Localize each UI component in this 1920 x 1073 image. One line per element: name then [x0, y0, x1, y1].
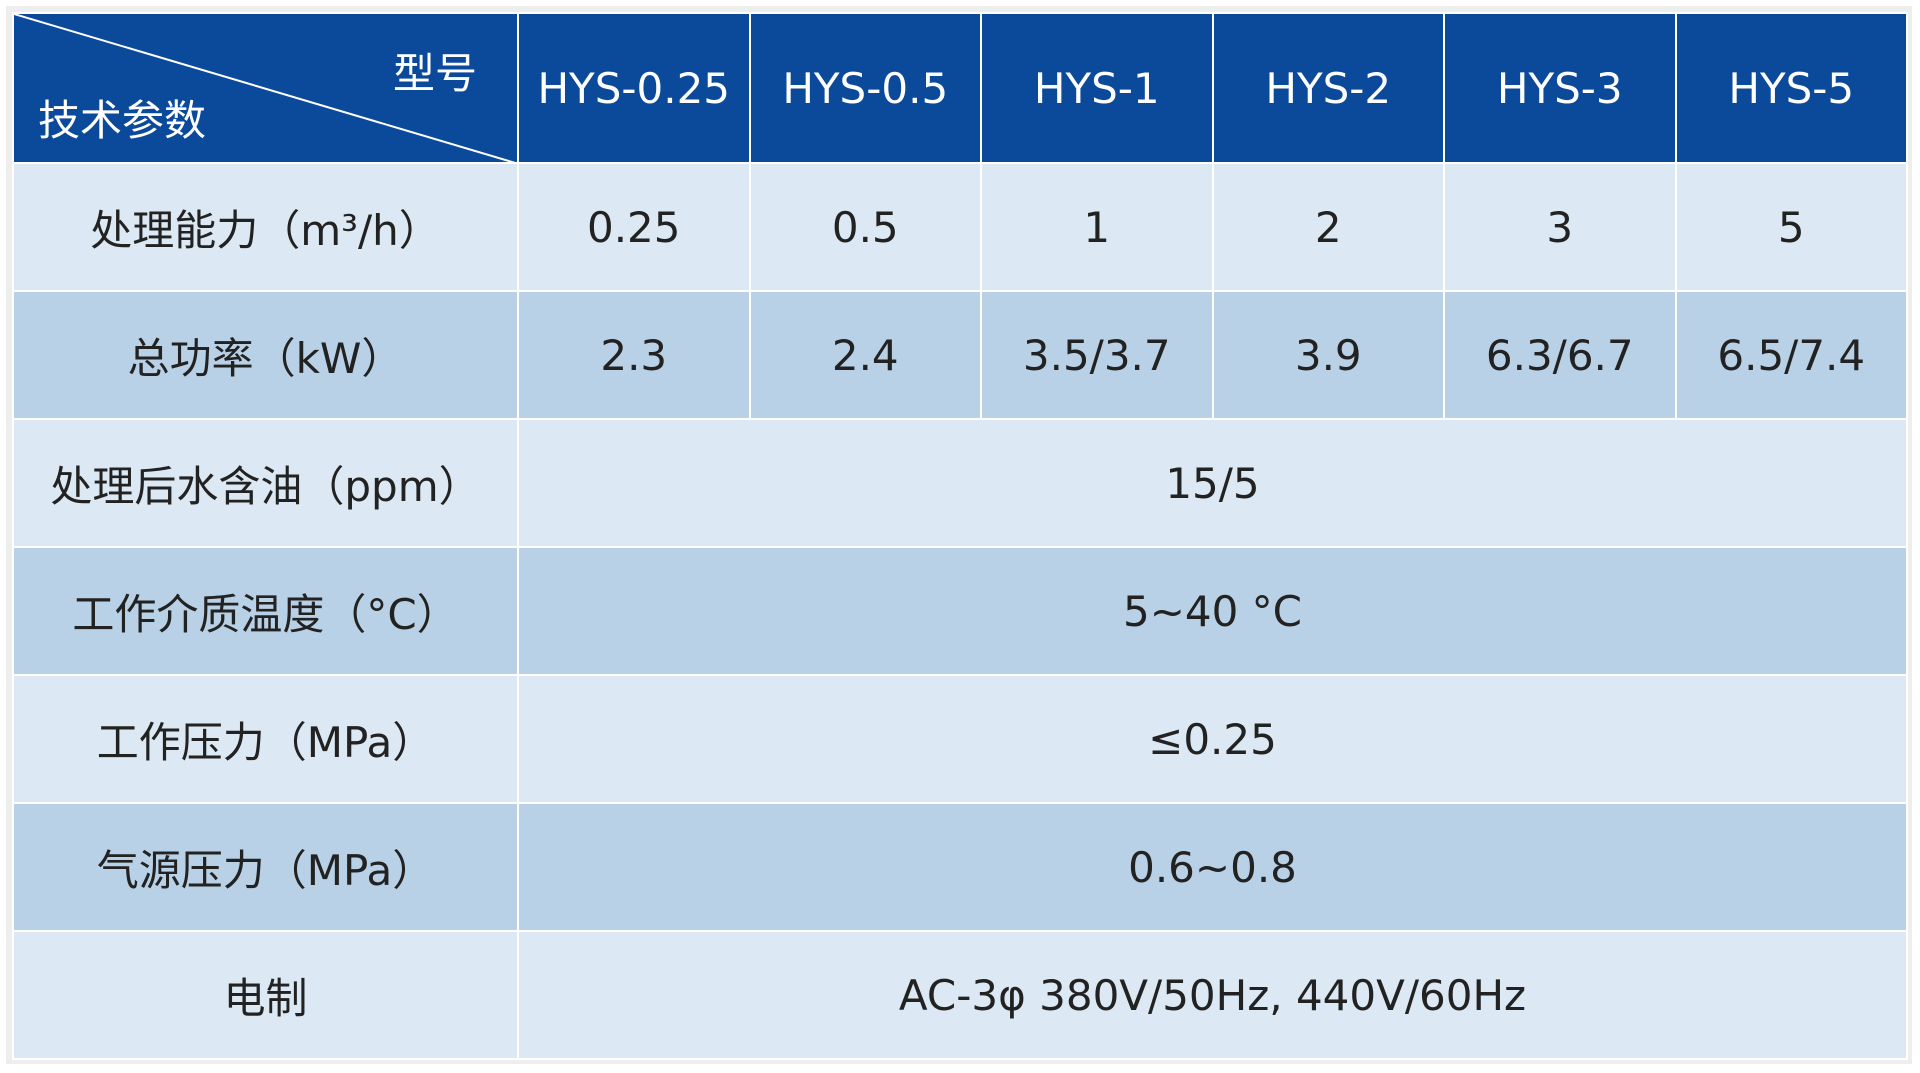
model-header: HYS-1	[980, 12, 1214, 164]
corner-bottom: 技术参数	[38, 96, 207, 145]
model-header: HYS-0.25	[517, 12, 751, 164]
value-cell: 3	[1443, 162, 1677, 292]
table-body: 型号 技术参数 HYS-0.25 HYS-0.5 HYS-1 HYS-2 HYS-3 HY…	[12, 12, 1908, 1060]
value-cell: AC-3φ 380V/50Hz, 440V/60Hz	[517, 930, 1908, 1060]
model-header: HYS-0.5	[748, 12, 982, 164]
row: 工作介质温度（°C） 5~40 °C	[12, 546, 1908, 676]
header-row: 型号 技术参数 HYS-0.25 HYS-0.5 HYS-1 HYS-2 HYS-3 HY…	[12, 12, 1908, 164]
value-cell: 2.4	[748, 290, 982, 420]
model-header: HYS-2	[1211, 12, 1445, 164]
value-cell: 5	[1674, 162, 1908, 292]
value-cell: 6.3/6.7	[1443, 290, 1677, 420]
model-header: HYS-5	[1674, 12, 1908, 164]
row: 处理后水含油（ppm） 15/5	[12, 418, 1908, 548]
row: 工作压力（MPa） ≤0.25	[12, 674, 1908, 804]
corner-top: 型号	[392, 49, 477, 98]
value-cell: 1	[980, 162, 1214, 292]
row-label: 处理后水含油（ppm）	[12, 418, 519, 548]
value-cell: 3.9	[1211, 290, 1445, 420]
row: 处理能力（m³/h） 0.25 0.5 1 2 3 5	[12, 162, 1908, 292]
value-cell: 3.5/3.7	[980, 290, 1214, 420]
value-cell: 2	[1211, 162, 1445, 292]
row-label: 工作介质温度（°C）	[12, 546, 519, 676]
row: 总功率（kW） 2.3 2.4 3.5/3.7 3.9 6.3/6.7 6.5/7.4	[12, 290, 1908, 420]
row-label: 电制	[12, 930, 519, 1060]
row-label: 处理能力（m³/h）	[12, 162, 519, 292]
diagonal	[14, 14, 519, 164]
model-header: HYS-3	[1443, 12, 1677, 164]
value-cell: ≤0.25	[517, 674, 1908, 804]
row-label: 总功率（kW）	[12, 290, 519, 420]
value-cell: 0.5	[748, 162, 982, 292]
spec-table: 型号 技术参数 HYS-0.25 HYS-0.5 HYS-1 HYS-2 HYS-3 HY…	[12, 12, 1908, 1060]
value-cell: 6.5/7.4	[1674, 290, 1908, 420]
value-cell: 5~40 °C	[517, 546, 1908, 676]
row: 气源压力（MPa） 0.6~0.8	[12, 802, 1908, 932]
row-label: 气源压力（MPa）	[12, 802, 519, 932]
row: 电制 AC-3φ 380V/50Hz, 440V/60Hz	[12, 930, 1908, 1060]
value-cell: 0.6~0.8	[517, 802, 1908, 932]
value-cell: 0.25	[517, 162, 751, 292]
value-cell: 2.3	[517, 290, 751, 420]
corner-cell: 型号 技术参数	[12, 12, 519, 164]
value-cell: 15/5	[517, 418, 1908, 548]
row-label: 工作压力（MPa）	[12, 674, 519, 804]
